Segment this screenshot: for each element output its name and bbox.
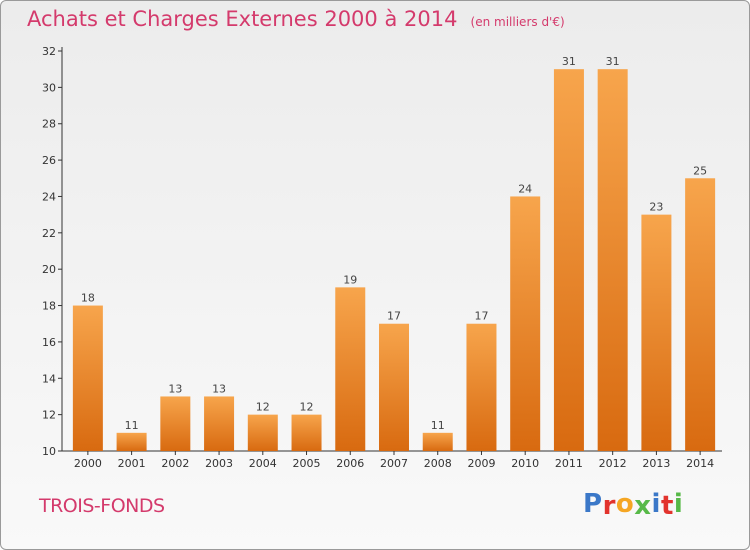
x-tick-label: 2014 (686, 457, 714, 470)
title-row: Achats et Charges Externes 2000 à 2014 (… (27, 7, 565, 31)
y-tick-label: 32 (42, 45, 56, 58)
x-tick-label: 2011 (555, 457, 583, 470)
bar-value-label: 12 (256, 401, 270, 414)
x-tick-label: 2005 (293, 457, 321, 470)
bar-value-label: 12 (300, 401, 314, 414)
bar (116, 432, 147, 451)
bar (335, 287, 366, 451)
bar-value-label: 25 (693, 164, 707, 177)
y-tick-label: 30 (42, 81, 56, 94)
x-tick-label: 2001 (118, 457, 146, 470)
y-tick-label: 24 (42, 190, 56, 203)
bar (685, 178, 716, 452)
bar-value-label: 24 (518, 182, 532, 195)
bars: 18 11 13 13 12 12 19 17 11 17 24 31 31 23 25 (72, 55, 716, 452)
x-tick-label: 2009 (467, 457, 495, 470)
x-tick-label: 2010 (511, 457, 539, 470)
bar (553, 69, 584, 451)
y-tick-label: 26 (42, 154, 56, 167)
brand-letter: i (673, 489, 684, 519)
y-tick-label: 10 (42, 445, 56, 458)
bar (204, 396, 235, 451)
x-tick-label: 2013 (642, 457, 670, 470)
brand-letter: t (660, 491, 674, 521)
bar (247, 414, 278, 451)
y-tick-label: 22 (42, 227, 56, 240)
y-axis: 10 12 14 16 18 20 22 24 26 28 30 32 (42, 45, 63, 458)
x-tick-label: 2003 (205, 457, 233, 470)
bar (291, 414, 322, 451)
x-tick-label: 2000 (74, 457, 102, 470)
bar (72, 305, 103, 451)
bar (466, 323, 497, 451)
chart-title: Achats et Charges Externes 2000 à 2014 (27, 7, 458, 31)
x-tick-label: 2004 (249, 457, 277, 470)
bar (510, 196, 541, 451)
bar-value-label: 19 (343, 273, 357, 286)
y-tick-label: 28 (42, 118, 56, 131)
brand-logo: Proxiti (583, 489, 684, 521)
bar (597, 69, 628, 451)
x-tick-label: 2008 (424, 457, 452, 470)
bar-value-label: 17 (474, 310, 488, 323)
x-axis: 2000 2001 2002 2003 2004 2005 2006 2007 2008 2009… (62, 450, 722, 470)
x-tick-label: 2002 (161, 457, 189, 470)
y-tick-label: 12 (42, 409, 56, 422)
x-tick-label: 2007 (380, 457, 408, 470)
chart-unit: (en milliers d'€) (470, 15, 565, 29)
y-tick-label: 14 (42, 372, 56, 385)
y-tick-label: 18 (42, 300, 56, 313)
brand-letter: i (651, 489, 661, 519)
y-tick-label: 20 (42, 263, 56, 276)
bar-value-label: 31 (562, 55, 576, 68)
brand-letter: o (615, 489, 635, 519)
y-tick-label: 16 (42, 336, 56, 349)
brand-letter: x (634, 491, 652, 521)
bar-value-label: 11 (125, 419, 139, 432)
location-label: TROIS-FONDS (39, 495, 165, 517)
bar-value-label: 13 (212, 382, 226, 395)
brand-letter: r (602, 491, 616, 521)
bar-value-label: 23 (649, 201, 663, 214)
x-tick-label: 2012 (599, 457, 627, 470)
bar (160, 396, 191, 451)
x-tick-label: 2006 (336, 457, 364, 470)
bar-value-label: 11 (431, 419, 445, 432)
bar (422, 432, 453, 451)
brand-letter: P (583, 489, 603, 519)
bar-value-label: 13 (168, 382, 182, 395)
bar (379, 323, 409, 451)
bar-value-label: 17 (387, 310, 401, 323)
bar-value-label: 31 (606, 55, 620, 68)
bar (641, 214, 672, 451)
bar-value-label: 18 (81, 292, 95, 305)
